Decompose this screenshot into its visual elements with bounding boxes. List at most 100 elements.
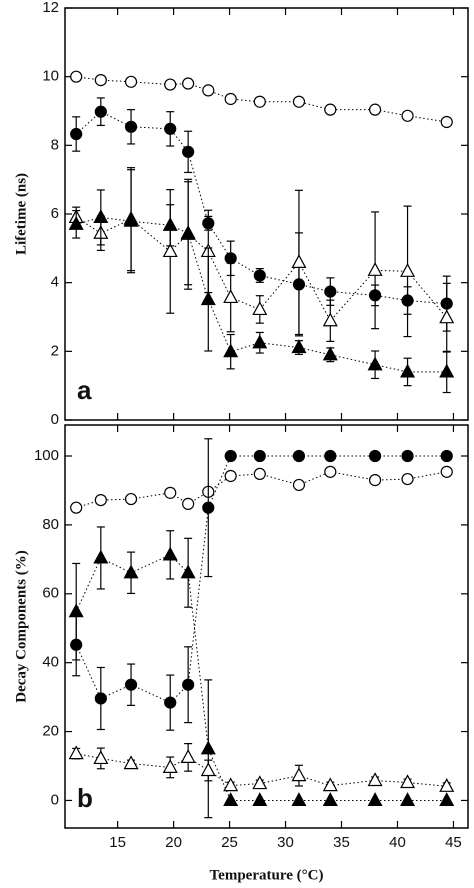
- x-tick-label: 20: [165, 834, 182, 851]
- y-tick-label: 8: [51, 136, 59, 153]
- y-axis-title: Decay Components (%): [13, 550, 29, 702]
- point: [291, 767, 307, 782]
- point: [439, 363, 455, 378]
- point: [124, 120, 138, 133]
- y-tick-label: 60: [42, 585, 59, 602]
- point: [124, 492, 138, 506]
- point: [93, 549, 109, 564]
- point: [70, 501, 83, 514]
- x-tick-label: 35: [333, 834, 350, 851]
- y-tick-label: 0: [51, 411, 59, 428]
- point: [202, 84, 215, 97]
- y-axis-title: Lifetime (ns): [13, 173, 29, 255]
- point: [368, 449, 382, 463]
- point: [252, 775, 268, 790]
- point: [162, 217, 178, 231]
- series-line: [75, 455, 447, 704]
- point: [124, 678, 138, 691]
- point: [180, 224, 196, 239]
- point: [224, 469, 237, 483]
- point: [94, 105, 107, 118]
- panel-label: a: [77, 375, 92, 405]
- point: [223, 289, 239, 304]
- point: [400, 263, 416, 277]
- x-tick-label: 45: [445, 834, 462, 851]
- point: [322, 312, 338, 327]
- point: [367, 356, 383, 371]
- point: [182, 497, 195, 510]
- y-tick-label: 4: [51, 274, 59, 291]
- point: [324, 285, 337, 298]
- y-tick-label: 10: [42, 68, 59, 85]
- plot-frame: [64, 424, 469, 829]
- panel-label: b: [77, 783, 93, 813]
- point: [253, 467, 266, 481]
- x-tick-label: 25: [221, 834, 238, 851]
- point: [94, 493, 107, 507]
- point: [368, 474, 382, 487]
- x-tick-label: 40: [389, 834, 406, 851]
- point: [322, 792, 338, 807]
- point: [224, 252, 237, 265]
- point: [401, 449, 414, 463]
- point: [162, 759, 178, 773]
- y-tick-label: 100: [34, 447, 59, 464]
- point: [200, 740, 216, 755]
- point: [68, 745, 84, 760]
- y-tick-label: 20: [42, 723, 59, 740]
- point: [123, 755, 139, 770]
- point: [94, 73, 107, 87]
- point: [291, 254, 307, 269]
- point: [324, 103, 337, 116]
- y-tick-label: 6: [51, 205, 59, 222]
- point: [93, 209, 109, 224]
- point: [253, 269, 266, 282]
- y-tick-label: 0: [51, 791, 59, 808]
- point: [322, 346, 338, 361]
- point: [367, 262, 383, 276]
- point: [94, 692, 107, 705]
- point: [368, 103, 382, 116]
- point: [123, 212, 139, 227]
- point: [292, 95, 306, 108]
- point: [439, 792, 455, 807]
- point: [367, 792, 383, 807]
- point: [68, 216, 84, 230]
- point: [162, 546, 178, 561]
- x-axis-title: Temperature (°C): [210, 867, 324, 883]
- point: [291, 792, 307, 807]
- point: [401, 472, 414, 486]
- point: [223, 777, 239, 792]
- point: [164, 78, 177, 91]
- point: [70, 127, 83, 141]
- series-line: [76, 216, 447, 373]
- point: [253, 95, 266, 108]
- point: [252, 301, 268, 316]
- point: [400, 363, 416, 378]
- point: [224, 449, 237, 463]
- point: [324, 449, 337, 463]
- point: [400, 792, 416, 807]
- point: [253, 449, 266, 463]
- point: [440, 465, 453, 478]
- point: [439, 778, 455, 792]
- point: [164, 486, 177, 499]
- point: [162, 243, 178, 258]
- point: [200, 291, 216, 306]
- x-tick-label: 30: [277, 834, 294, 851]
- point: [401, 109, 414, 122]
- point: [124, 75, 138, 88]
- point: [324, 465, 337, 478]
- point: [123, 564, 139, 579]
- point: [292, 478, 306, 492]
- point: [164, 122, 177, 135]
- point: [164, 696, 177, 709]
- point: [182, 77, 195, 90]
- point: [223, 792, 239, 807]
- point: [440, 115, 453, 129]
- point: [400, 774, 416, 789]
- point: [291, 339, 307, 354]
- point: [93, 750, 109, 765]
- point: [224, 92, 237, 106]
